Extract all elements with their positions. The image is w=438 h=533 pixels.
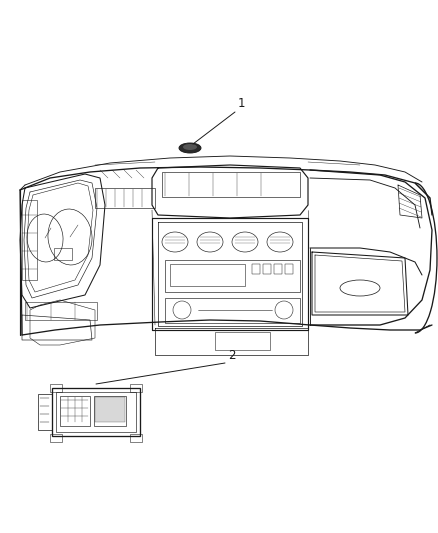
Bar (50, 434, 62, 442)
Bar (165, 260, 300, 292)
Text: 2: 2 (228, 349, 236, 362)
Bar (170, 264, 245, 286)
Text: 1: 1 (238, 97, 246, 110)
Bar (38, 394, 52, 430)
Bar (25, 302, 97, 320)
Bar (54, 248, 72, 260)
Bar (94, 396, 126, 426)
Bar (165, 298, 300, 323)
Bar (130, 384, 142, 392)
Bar (56, 392, 136, 432)
Bar (130, 434, 142, 442)
Bar (95, 188, 155, 208)
Polygon shape (95, 397, 125, 422)
Bar (60, 396, 90, 426)
Bar (285, 264, 293, 274)
Bar (263, 264, 271, 274)
Bar (162, 172, 300, 197)
Bar (252, 264, 260, 274)
Bar (22, 200, 37, 280)
Bar (215, 332, 270, 350)
Ellipse shape (179, 143, 201, 153)
Bar (274, 264, 282, 274)
Bar (50, 384, 62, 392)
Bar (52, 388, 140, 436)
Ellipse shape (183, 144, 197, 150)
